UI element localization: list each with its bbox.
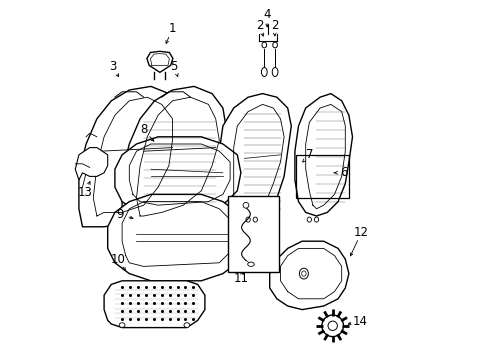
Polygon shape (269, 241, 348, 310)
Circle shape (243, 202, 248, 208)
Ellipse shape (183, 323, 189, 328)
Ellipse shape (253, 217, 257, 222)
Polygon shape (107, 194, 244, 281)
Text: 2: 2 (270, 19, 278, 32)
Bar (228, 196, 278, 272)
Circle shape (327, 321, 337, 330)
Ellipse shape (314, 217, 318, 222)
Ellipse shape (247, 262, 254, 266)
Polygon shape (79, 86, 186, 227)
Polygon shape (115, 137, 241, 216)
Polygon shape (219, 94, 291, 223)
Ellipse shape (301, 271, 305, 276)
Polygon shape (146, 51, 172, 72)
Text: 9: 9 (116, 208, 124, 221)
Text: 5: 5 (170, 60, 178, 73)
Text: 13: 13 (78, 186, 92, 199)
Ellipse shape (272, 42, 277, 48)
Ellipse shape (306, 217, 311, 222)
Ellipse shape (119, 323, 125, 328)
Text: 11: 11 (233, 273, 248, 285)
Ellipse shape (245, 217, 250, 222)
Polygon shape (122, 86, 226, 227)
Text: 10: 10 (110, 253, 125, 266)
Text: 12: 12 (353, 226, 368, 239)
Circle shape (321, 315, 343, 337)
Polygon shape (104, 281, 204, 328)
Text: 3: 3 (109, 60, 117, 73)
Ellipse shape (272, 68, 277, 77)
Text: 6: 6 (339, 166, 346, 179)
Text: 4: 4 (263, 8, 270, 21)
Text: 1: 1 (168, 22, 176, 35)
Polygon shape (294, 94, 352, 216)
Bar (296, 155, 348, 198)
Ellipse shape (262, 42, 266, 48)
Text: 14: 14 (351, 315, 366, 328)
Polygon shape (75, 148, 107, 180)
Text: 8: 8 (140, 123, 147, 136)
Text: 2: 2 (255, 19, 263, 32)
Ellipse shape (299, 268, 308, 279)
Text: 7: 7 (305, 148, 312, 161)
Ellipse shape (261, 68, 266, 77)
